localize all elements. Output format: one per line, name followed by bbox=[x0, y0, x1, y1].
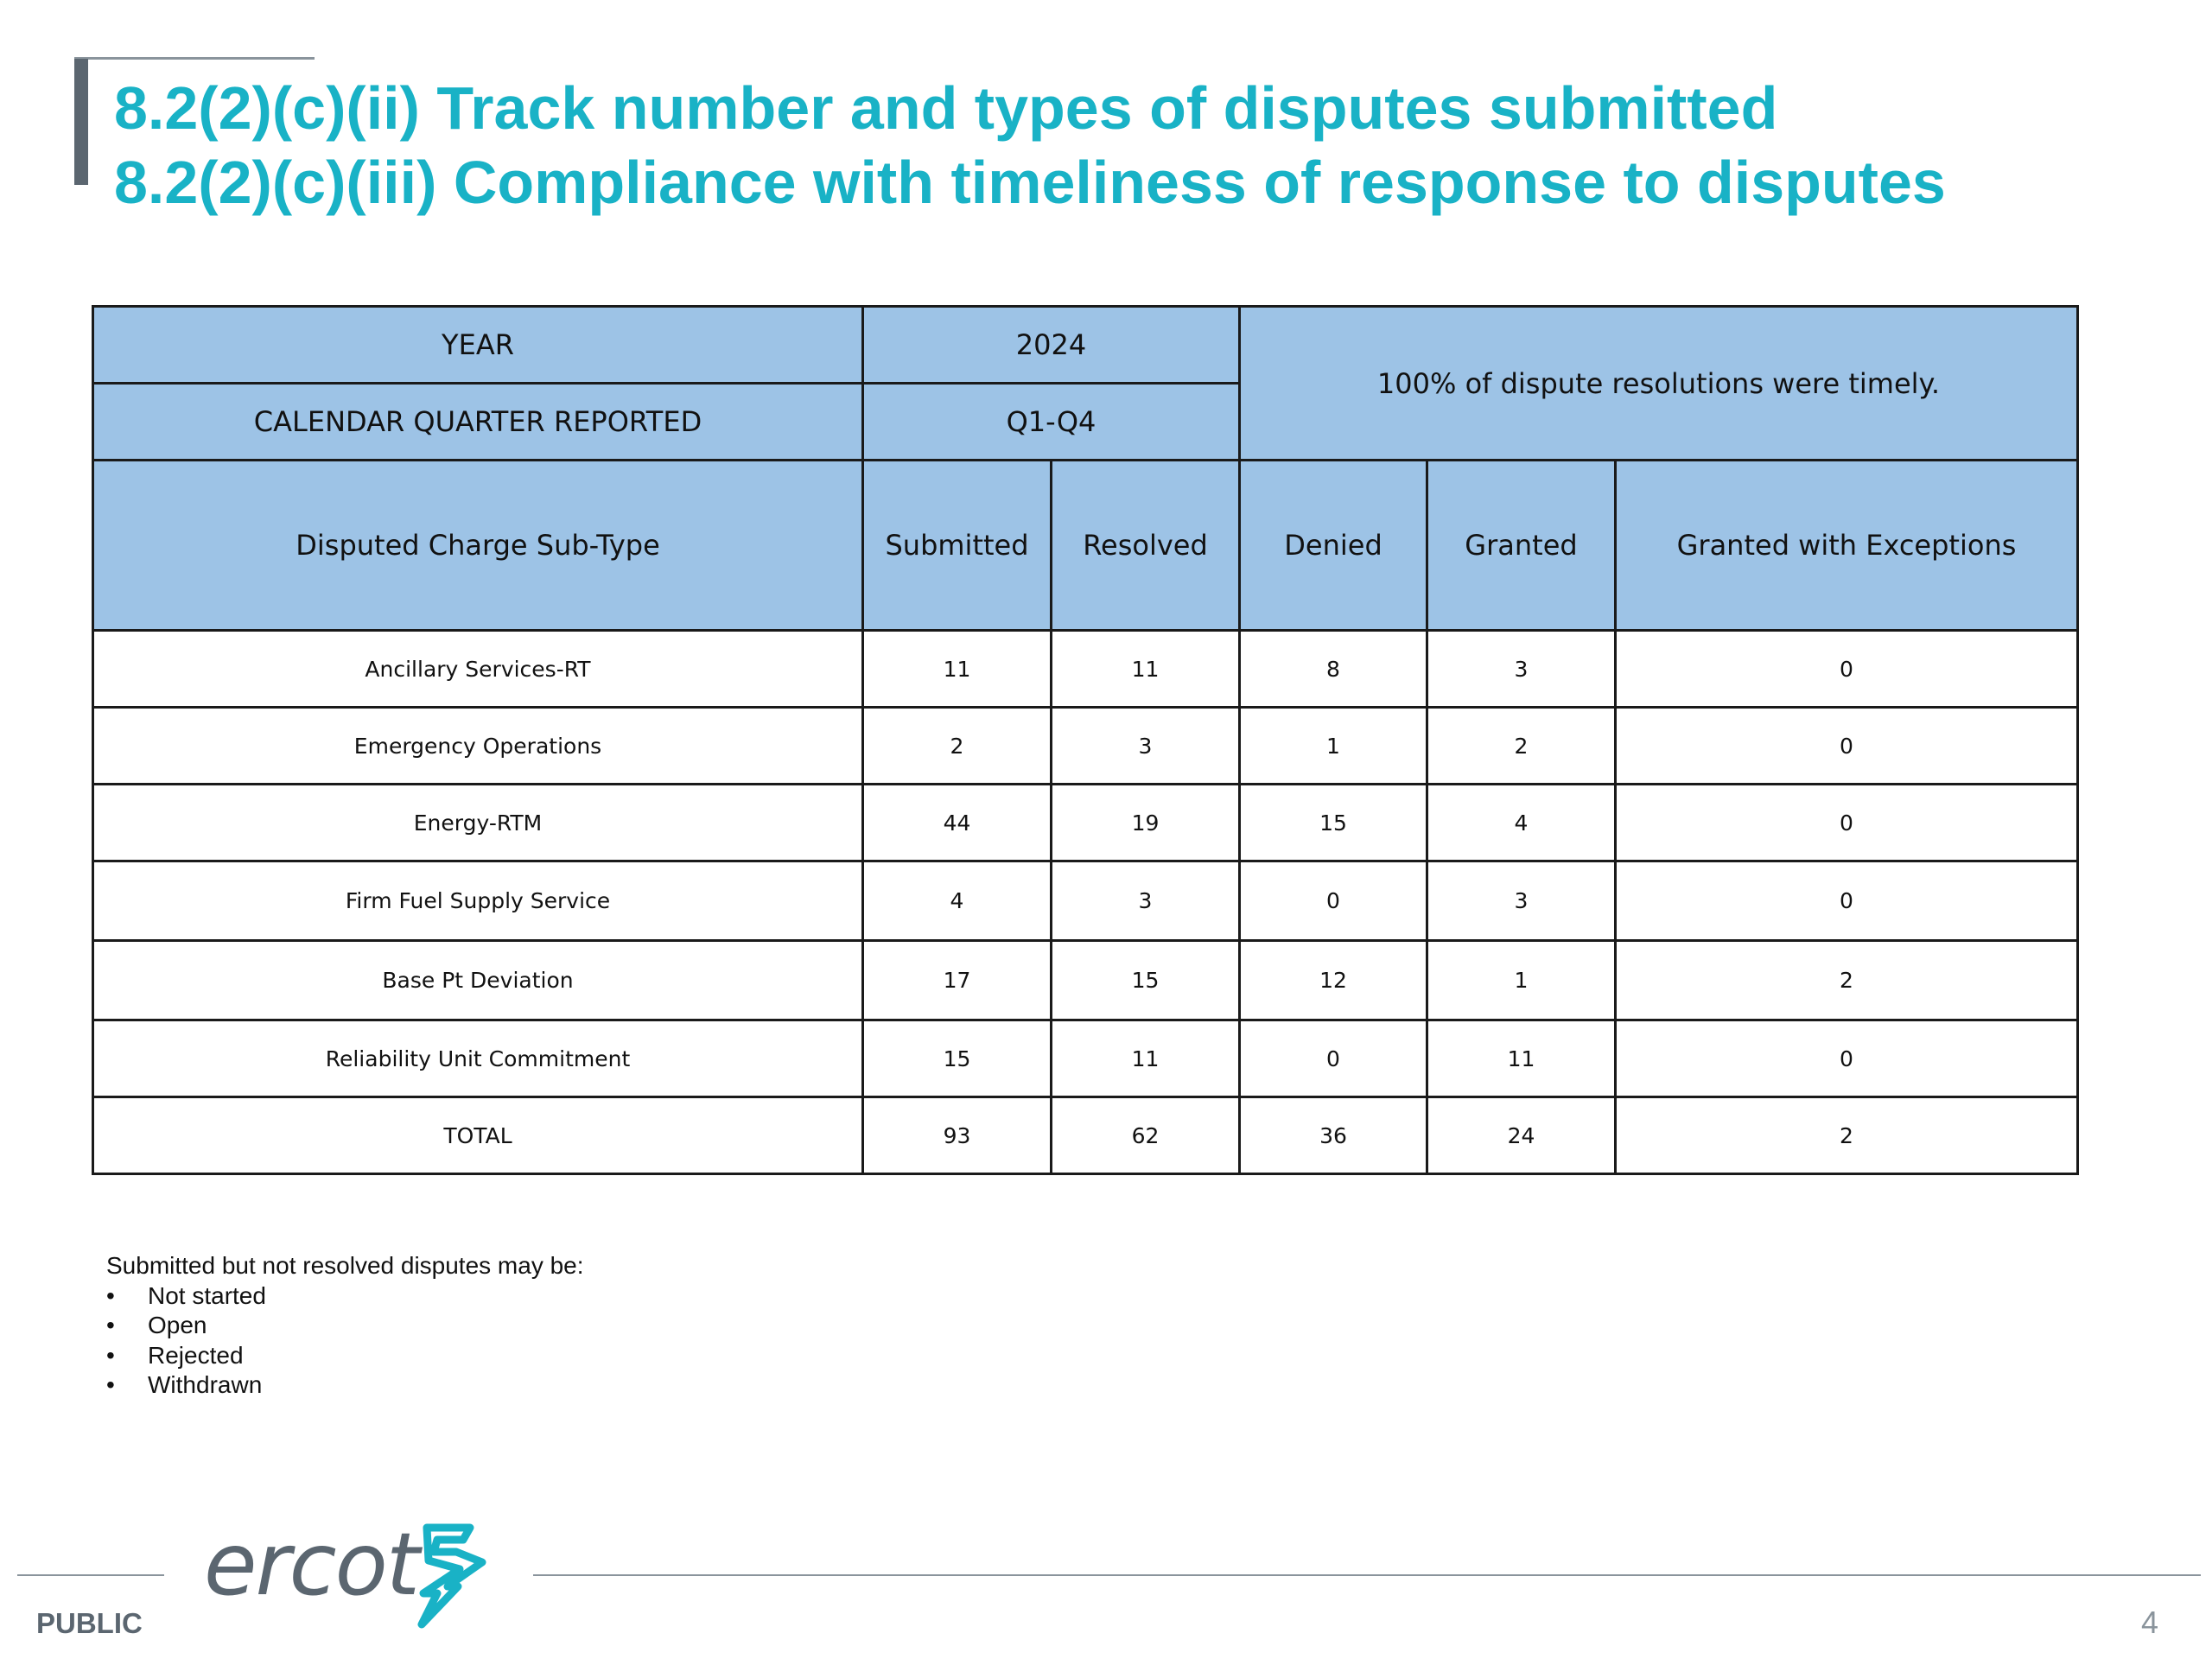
title-accent-rule bbox=[74, 57, 315, 60]
table-cell: Firm Fuel Supply Service bbox=[92, 860, 864, 942]
bullet: • bbox=[106, 1371, 115, 1398]
table-row: Reliability Unit Commitment 15 11 0 11 0 bbox=[92, 1019, 2080, 1098]
bullet: • bbox=[106, 1312, 115, 1338]
table-row: Firm Fuel Supply Service 4 3 0 3 0 bbox=[92, 860, 2080, 942]
table-cell: 17 bbox=[861, 939, 1052, 1021]
timeliness-note: 100% of dispute resolutions were timely. bbox=[1237, 305, 2080, 461]
table-cell: 15 bbox=[1238, 783, 1428, 862]
classification-label: PUBLIC bbox=[36, 1607, 143, 1639]
table-row-total: TOTAL 93 62 36 24 2 bbox=[92, 1096, 2080, 1175]
table-cell: 93 bbox=[861, 1096, 1052, 1175]
table-cell: TOTAL bbox=[92, 1096, 864, 1175]
quarter-label: CALENDAR QUARTER REPORTED bbox=[92, 382, 864, 461]
bullet: • bbox=[106, 1281, 115, 1309]
list-item-text: Open bbox=[148, 1312, 207, 1338]
table-row: Ancillary Services-RT 11 11 8 3 0 bbox=[92, 629, 2080, 709]
table-cell: 4 bbox=[1426, 783, 1617, 862]
column-header: Granted with Exceptions bbox=[1613, 459, 2080, 632]
table-cell: 1 bbox=[1238, 706, 1428, 785]
table-cell: 11 bbox=[1050, 629, 1241, 709]
table-cell: Ancillary Services-RT bbox=[92, 629, 864, 709]
page-number: 4 bbox=[2140, 1605, 2158, 1640]
table-cell: 0 bbox=[1238, 1019, 1428, 1098]
table-cell: 15 bbox=[1050, 939, 1241, 1021]
list-item-text: Rejected bbox=[148, 1341, 244, 1369]
table-cell: 3 bbox=[1050, 860, 1241, 942]
title-line-2: 8.2(2)(c)(iii) Compliance with timelines… bbox=[114, 149, 1946, 216]
list-item: • Rejected bbox=[106, 1341, 584, 1371]
notes-intro: Submitted but not resolved disputes may … bbox=[106, 1252, 584, 1279]
column-header: Submitted bbox=[861, 459, 1052, 632]
table-cell: 0 bbox=[1613, 1019, 2080, 1098]
ercot-lightning-mark-icon bbox=[417, 1523, 486, 1629]
quarter-value: Q1-Q4 bbox=[861, 382, 1241, 461]
notes-list: • Not started • Open • Rejected • Withdrawn bbox=[106, 1281, 584, 1401]
table-cell: 44 bbox=[861, 783, 1052, 862]
table-cell: 0 bbox=[1613, 860, 2080, 942]
column-header: Denied bbox=[1238, 459, 1428, 632]
table-row: Emergency Operations 2 3 1 2 0 bbox=[92, 706, 2080, 785]
table-row: Energy-RTM 44 19 15 4 0 bbox=[92, 783, 2080, 862]
table-cell: 11 bbox=[861, 629, 1052, 709]
table-cell: Base Pt Deviation bbox=[92, 939, 864, 1021]
column-header: Granted bbox=[1426, 459, 1617, 632]
table-cell: 3 bbox=[1426, 629, 1617, 709]
list-item-text: Not started bbox=[148, 1281, 266, 1309]
table-cell: Energy-RTM bbox=[92, 783, 864, 862]
table-cell: 3 bbox=[1426, 860, 1617, 942]
header-row-quarter: CALENDAR QUARTER REPORTED Q1-Q4 bbox=[92, 382, 2078, 461]
table-cell: 11 bbox=[1426, 1019, 1617, 1098]
table-cell: 2 bbox=[861, 706, 1052, 785]
list-item-text: Withdrawn bbox=[148, 1371, 263, 1398]
list-item: • Withdrawn bbox=[106, 1370, 584, 1401]
title-line-1: 8.2(2)(c)(ii) Track number and types of … bbox=[114, 74, 1778, 142]
table-cell: 2 bbox=[1426, 706, 1617, 785]
table-cell: 0 bbox=[1613, 629, 2080, 709]
logo-wordmark: ercot bbox=[204, 1514, 420, 1615]
table-cell: 12 bbox=[1238, 939, 1428, 1021]
table-cell: 0 bbox=[1238, 860, 1428, 942]
title-accent-bar bbox=[74, 59, 88, 185]
disputes-table: YEAR 2024 100% of dispute resolutions we… bbox=[92, 305, 2080, 1175]
column-header-row: Disputed Charge Sub-Type Submitted Resol… bbox=[92, 459, 2080, 632]
table-cell: 11 bbox=[1050, 1019, 1241, 1098]
list-item: • Open bbox=[106, 1311, 584, 1341]
list-item: • Not started bbox=[106, 1281, 584, 1312]
bullet: • bbox=[106, 1341, 115, 1369]
table-cell: 2 bbox=[1613, 939, 2080, 1021]
year-value: 2024 bbox=[861, 305, 1241, 385]
table-cell: 15 bbox=[861, 1019, 1052, 1098]
notes: Submitted but not resolved disputes may … bbox=[106, 1251, 584, 1401]
table-cell: Emergency Operations bbox=[92, 706, 864, 785]
table-cell: 3 bbox=[1050, 706, 1241, 785]
column-header: Disputed Charge Sub-Type bbox=[92, 459, 864, 632]
column-header: Resolved bbox=[1050, 459, 1241, 632]
table-row: Base Pt Deviation 17 15 12 1 2 bbox=[92, 939, 2080, 1021]
slide-title: 8.2(2)(c)(ii) Track number and types of … bbox=[114, 71, 2171, 219]
table-cell: 2 bbox=[1613, 1096, 2080, 1175]
table-cell: 24 bbox=[1426, 1096, 1617, 1175]
table-cell: 0 bbox=[1613, 783, 2080, 862]
footer-rule-left bbox=[17, 1574, 164, 1576]
table-cell: 0 bbox=[1613, 706, 2080, 785]
table-cell: 4 bbox=[861, 860, 1052, 942]
header-row-year: YEAR 2024 100% of dispute resolutions we… bbox=[92, 305, 2080, 461]
table-cell: Reliability Unit Commitment bbox=[92, 1019, 864, 1098]
table-cell: 19 bbox=[1050, 783, 1241, 862]
ercot-logo: ercot bbox=[204, 1517, 498, 1630]
footer-rule-right bbox=[533, 1574, 2201, 1576]
year-label: YEAR bbox=[92, 305, 864, 385]
table-cell: 62 bbox=[1050, 1096, 1241, 1175]
table-cell: 8 bbox=[1238, 629, 1428, 709]
table-cell: 36 bbox=[1238, 1096, 1428, 1175]
table-cell: 1 bbox=[1426, 939, 1617, 1021]
